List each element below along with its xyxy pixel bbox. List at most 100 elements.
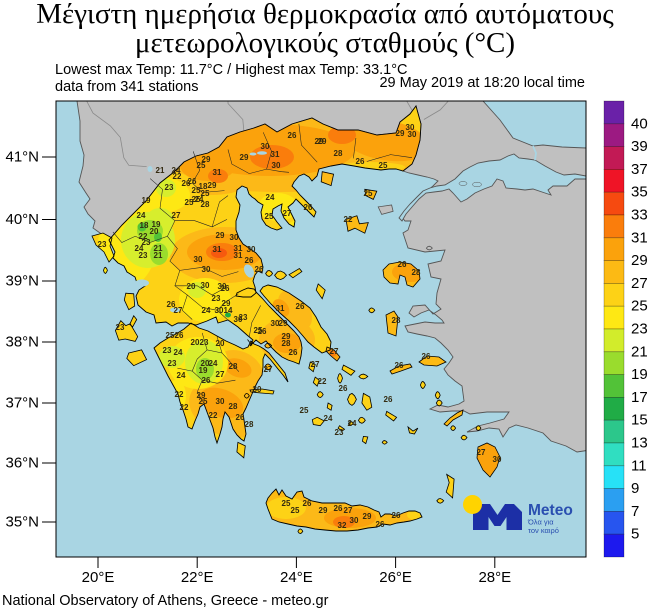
svg-text:29: 29 — [208, 181, 217, 190]
svg-text:24: 24 — [195, 195, 204, 204]
svg-text:24: 24 — [174, 348, 183, 357]
svg-text:26: 26 — [167, 300, 176, 309]
svg-text:20°E: 20°E — [82, 569, 115, 586]
svg-text:29: 29 — [197, 391, 206, 400]
svg-text:26: 26 — [188, 177, 197, 186]
svg-text:38°N: 38°N — [5, 334, 39, 351]
svg-text:19: 19 — [152, 220, 161, 229]
svg-text:25: 25 — [379, 161, 388, 170]
svg-text:26: 26 — [296, 302, 305, 311]
svg-text:23: 23 — [165, 183, 174, 192]
svg-text:26: 26 — [395, 361, 404, 370]
svg-text:33: 33 — [631, 207, 648, 224]
svg-text:25: 25 — [265, 212, 274, 221]
svg-text:25: 25 — [364, 189, 373, 198]
svg-text:24: 24 — [172, 166, 181, 175]
svg-text:25: 25 — [192, 195, 201, 204]
svg-text:40°N: 40°N — [5, 211, 39, 228]
svg-text:22°E: 22°E — [181, 569, 214, 586]
svg-text:30: 30 — [201, 281, 210, 290]
svg-text:Όλα για: Όλα για — [527, 518, 554, 527]
svg-text:28: 28 — [201, 200, 210, 209]
svg-text:29: 29 — [240, 153, 249, 162]
svg-text:26: 26 — [398, 260, 407, 269]
svg-text:37°N: 37°N — [5, 395, 39, 412]
svg-text:23: 23 — [139, 251, 148, 260]
svg-text:28: 28 — [229, 402, 238, 411]
svg-text:30: 30 — [234, 315, 243, 324]
svg-text:26: 26 — [245, 256, 254, 265]
svg-text:26: 26 — [339, 384, 348, 393]
svg-text:7: 7 — [631, 503, 639, 520]
svg-text:26: 26 — [392, 511, 401, 520]
svg-text:26°E: 26°E — [379, 569, 412, 586]
svg-text:29: 29 — [282, 332, 291, 341]
svg-text:31: 31 — [213, 168, 222, 177]
svg-text:29: 29 — [319, 506, 328, 515]
svg-text:31: 31 — [234, 244, 243, 253]
svg-text:23: 23 — [239, 313, 248, 322]
svg-text:24: 24 — [266, 193, 275, 202]
svg-text:23: 23 — [163, 346, 172, 355]
svg-text:25: 25 — [199, 397, 208, 406]
svg-text:28: 28 — [392, 316, 401, 325]
svg-text:23: 23 — [200, 338, 209, 347]
svg-text:22: 22 — [173, 172, 182, 181]
svg-text:41°N: 41°N — [5, 149, 39, 166]
svg-text:30: 30 — [406, 123, 415, 132]
svg-text:25: 25 — [197, 161, 206, 170]
svg-text:23: 23 — [631, 321, 648, 338]
svg-text:36°N: 36°N — [5, 455, 39, 472]
svg-text:15: 15 — [631, 412, 648, 429]
svg-text:29: 29 — [363, 512, 372, 521]
svg-text:22: 22 — [318, 377, 327, 386]
svg-text:24: 24 — [135, 244, 144, 253]
svg-text:31: 31 — [234, 251, 243, 260]
svg-text:30: 30 — [194, 255, 203, 264]
svg-text:29: 29 — [396, 129, 405, 138]
svg-text:28: 28 — [334, 149, 343, 158]
svg-text:30: 30 — [247, 245, 256, 254]
svg-text:21: 21 — [154, 251, 163, 260]
svg-text:35: 35 — [631, 184, 648, 201]
svg-text:35°N: 35°N — [5, 514, 39, 531]
svg-text:25: 25 — [192, 186, 201, 195]
svg-text:27: 27 — [311, 360, 320, 369]
svg-text:28: 28 — [412, 268, 421, 277]
svg-text:26: 26 — [376, 520, 385, 529]
svg-text:22: 22 — [175, 390, 184, 399]
svg-text:23: 23 — [335, 428, 344, 437]
svg-text:26: 26 — [202, 376, 211, 385]
svg-text:26: 26 — [221, 284, 230, 293]
svg-text:30: 30 — [253, 385, 262, 394]
svg-text:39: 39 — [631, 138, 648, 155]
svg-text:27: 27 — [631, 275, 648, 292]
svg-text:26: 26 — [334, 504, 343, 513]
svg-text:26: 26 — [255, 265, 264, 274]
svg-text:30: 30 — [261, 142, 270, 151]
svg-text:24: 24 — [202, 306, 211, 315]
svg-text:21: 21 — [156, 166, 165, 175]
svg-text:24: 24 — [177, 371, 186, 380]
svg-text:18: 18 — [199, 182, 208, 191]
svg-text:20: 20 — [150, 227, 159, 236]
svg-text:19: 19 — [142, 196, 151, 205]
svg-text:30: 30 — [271, 319, 280, 328]
svg-text:26: 26 — [258, 327, 267, 336]
svg-text:21: 21 — [631, 343, 648, 360]
svg-text:20: 20 — [216, 339, 225, 348]
svg-text:20: 20 — [191, 338, 200, 347]
svg-text:24°E: 24°E — [280, 569, 313, 586]
svg-text:26: 26 — [175, 331, 184, 340]
svg-text:31: 31 — [213, 245, 222, 254]
svg-text:24: 24 — [137, 211, 146, 220]
svg-text:30: 30 — [493, 455, 502, 464]
svg-text:18: 18 — [140, 221, 149, 230]
svg-text:30: 30 — [202, 265, 211, 274]
svg-text:30: 30 — [272, 161, 281, 170]
svg-text:27: 27 — [330, 347, 339, 356]
svg-text:9: 9 — [631, 480, 639, 497]
svg-text:29: 29 — [222, 299, 231, 308]
svg-text:26: 26 — [182, 179, 191, 188]
svg-text:22: 22 — [139, 232, 148, 241]
